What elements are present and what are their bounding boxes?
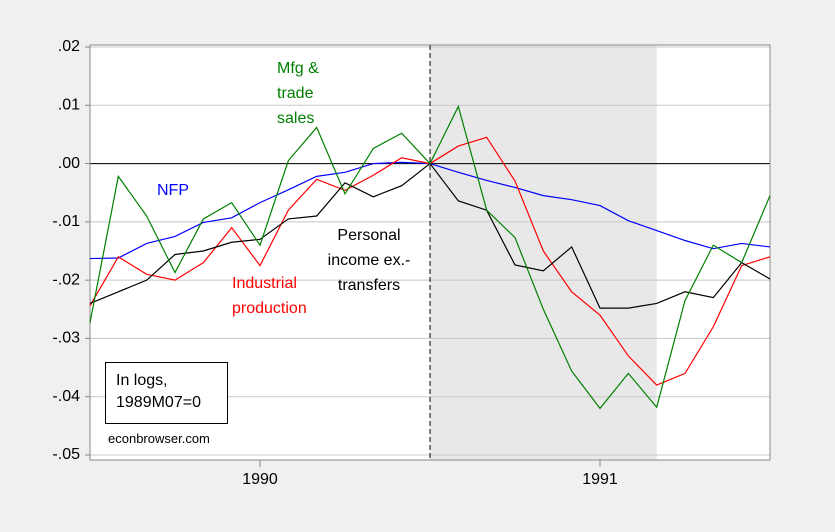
note-line: 1989M07=0 <box>116 394 201 411</box>
series-label: Personal income ex.-transfers <box>327 227 411 294</box>
y-tick-label: -.03 <box>52 330 80 347</box>
y-tick-label: .00 <box>58 155 80 172</box>
y-tick-label: -.05 <box>52 446 80 463</box>
plot-frame <box>89 44 771 461</box>
y-tick-label: -.01 <box>52 213 80 230</box>
note-box: In logs, 1989M07=0 <box>105 362 228 424</box>
series-label: NFP <box>157 182 189 199</box>
series-label: Mfg & trade sales <box>277 60 319 127</box>
series-line <box>89 104 771 410</box>
note-line: In logs, <box>116 372 168 389</box>
y-tick-label: -.04 <box>52 388 80 405</box>
series-label: Industrial production <box>232 275 307 317</box>
y-tick-label: .01 <box>58 97 80 114</box>
recession-shade <box>430 45 657 460</box>
x-tick-label: 1991 <box>582 471 618 488</box>
source: econbrowser.com <box>108 431 210 446</box>
y-tick-label: .02 <box>58 38 80 55</box>
x-tick-label: 1990 <box>242 471 278 488</box>
y-tick-label: -.02 <box>52 271 80 288</box>
